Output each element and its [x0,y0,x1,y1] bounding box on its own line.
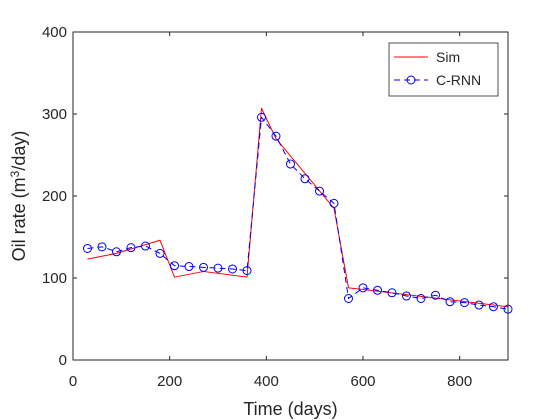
data-point-c-rnn [431,290,440,300]
data-point-c-rnn [489,302,498,312]
legend-crnn-label: C-RNN [436,72,481,88]
data-point-c-rnn [242,266,252,276]
data-point-c-rnn [126,243,136,253]
x-tick-label: 200 [157,373,182,390]
data-point-c-rnn [257,112,266,122]
data-point-c-rnn [402,291,411,301]
data-point-c-rnn [474,300,484,310]
y-axis-label-suffix: /day) [9,131,29,171]
data-point-c-rnn [445,297,455,307]
legend-box [388,42,499,97]
x-axis-label: Time (days) [243,399,337,419]
data-point-c-rnn [112,247,121,257]
data-point-c-rnn [170,261,179,271]
y-tick-label: 200 [42,188,67,205]
x-tick-label: 600 [350,373,375,390]
y-tick-label: 0 [59,352,67,369]
data-point-c-rnn [286,159,295,169]
data-point-c-rnn [373,285,382,295]
x-tick-label: 800 [447,373,472,390]
y-tick-label: 100 [42,270,67,287]
data-point-c-rnn [155,248,165,258]
data-point-c-rnn [213,263,223,273]
legend: Sim C-RNN [388,42,499,97]
y-tick-label: 400 [42,24,67,41]
data-point-c-rnn [83,243,92,253]
data-point-c-rnn [300,174,310,184]
legend-crnn-marker [406,75,416,85]
data-point-c-rnn [387,288,397,298]
y-axis-label-prefix: Oil rate (m [9,177,29,261]
data-point-c-rnn [199,262,208,272]
x-tick-label: 400 [254,373,279,390]
y-axis-label-superscript: 3 [8,170,22,177]
ticks-layer [72,31,508,361]
series-layer [83,107,513,314]
data-point-c-rnn [141,241,150,251]
data-point-c-rnn [329,198,339,208]
data-point-c-rnn [228,264,237,274]
data-point-c-rnn [315,186,324,196]
y-axis-label: Oil rate (m3/day) [8,131,29,262]
data-point-c-rnn [271,131,281,141]
tick-labels-layer: 0 200 400 600 800 0 100 200 300 400 [42,24,472,390]
data-point-c-rnn [460,298,469,308]
y-tick-label: 300 [42,106,67,123]
x-tick-label: 0 [69,373,77,390]
legend-sim-label: Sim [436,49,460,65]
data-point-c-rnn [184,262,194,272]
data-point-c-rnn [358,283,368,293]
series-line-c-rnn [87,116,509,310]
data-point-c-rnn [416,294,426,303]
data-point-c-rnn [97,242,107,252]
data-point-c-rnn [344,294,353,303]
